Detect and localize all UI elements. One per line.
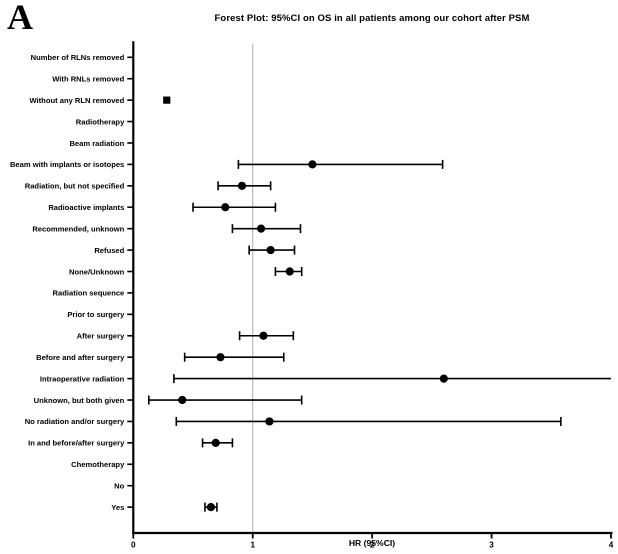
row-label: Recommended, unknown (32, 224, 124, 233)
row-label: Beam with implants or isotopes (10, 160, 124, 169)
row-label: No radiation and/or surgery (25, 417, 125, 426)
row-label: Refused (94, 246, 124, 255)
x-tick-label: 0 (131, 541, 136, 550)
row-label: Number of RLNs removed (31, 53, 125, 62)
row-label: Before and after surgery (36, 353, 125, 362)
forest-row-data (237, 159, 444, 169)
point-marker (259, 331, 268, 340)
row-label: None/Unknown (69, 267, 125, 276)
row-label: Radiation, but not specified (25, 182, 125, 191)
forest-row-data (201, 438, 234, 448)
point-marker (178, 395, 187, 405)
forest-row-data (238, 331, 295, 341)
row-label: With RNLs removed (52, 75, 124, 84)
point-marker (256, 224, 266, 233)
forest-row-data (274, 267, 303, 276)
point-marker (308, 160, 317, 169)
point-marker (163, 96, 171, 104)
row-label: Radioactive implants (48, 203, 124, 212)
row-label: Without any RLN removed (29, 96, 124, 105)
forest-row-data (173, 374, 611, 384)
row-label: Beam radiation (69, 139, 124, 148)
row-label: Radiation sequence (53, 289, 125, 298)
panel-label: A (7, 0, 33, 37)
forest-row-data (175, 416, 562, 426)
x-tick-label: 4 (609, 541, 614, 550)
point-marker (265, 417, 274, 426)
row-label: Radiotherapy (76, 117, 125, 126)
point-marker (285, 267, 294, 276)
x-tick-label: 1 (250, 541, 255, 550)
row-label: Unknown, but both given (34, 396, 125, 405)
x-tick-label: 2 (370, 541, 375, 550)
forest-row-data (248, 245, 296, 255)
forest-row-data (183, 352, 285, 362)
forest-row-data (204, 502, 218, 512)
row-label: Prior to surgery (67, 310, 125, 319)
row-label: After surgery (77, 332, 125, 341)
point-marker (216, 353, 225, 362)
point-marker (237, 181, 247, 190)
row-label: No (114, 482, 124, 491)
forest-row-data (163, 96, 171, 104)
forest-row-data (217, 181, 272, 191)
point-marker (221, 203, 230, 212)
point-marker (206, 503, 216, 512)
row-label: Intraoperative radiation (40, 374, 125, 383)
x-axis-label: HR (95%CI) (348, 538, 396, 548)
row-label: In and before/after surgery (28, 439, 125, 448)
x-tick-label: 3 (489, 541, 494, 550)
forest-row-data (192, 202, 277, 212)
row-label: Chemotherapy (71, 460, 125, 469)
point-marker (266, 245, 275, 255)
row-label: Yes (111, 503, 124, 512)
point-marker (439, 374, 448, 383)
point-marker (211, 438, 220, 447)
forest-row-data (148, 395, 303, 405)
forest-row-data (231, 224, 302, 234)
chart-title: Forest Plot: 95%CI on OS in all patients… (214, 13, 530, 24)
